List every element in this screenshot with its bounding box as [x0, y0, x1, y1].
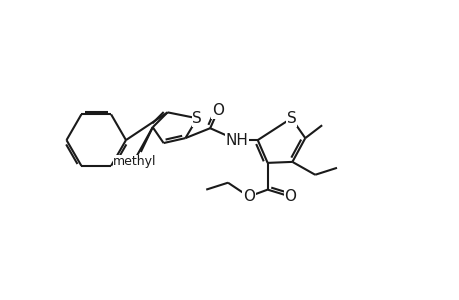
Text: O: O: [284, 189, 296, 204]
Text: S: S: [286, 111, 296, 126]
Text: O: O: [212, 103, 224, 118]
Text: NH: NH: [225, 133, 248, 148]
Text: S: S: [192, 111, 202, 126]
Text: methyl: methyl: [113, 155, 157, 168]
Text: O: O: [242, 189, 254, 204]
